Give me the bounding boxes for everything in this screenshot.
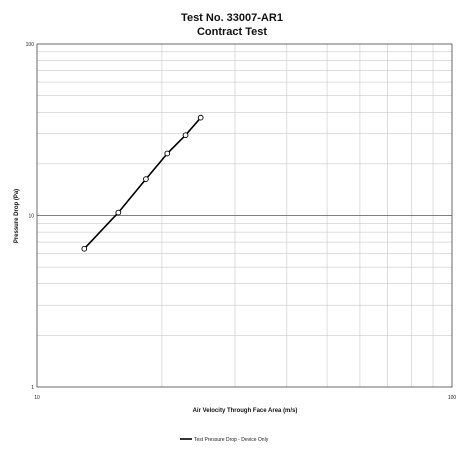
data-point <box>115 209 122 216</box>
x-axis-label: Air Velocity Through Face Area (m/s) <box>193 408 298 414</box>
y-tick-labels: 1 10 100 <box>26 42 35 391</box>
data-series <box>81 114 204 252</box>
data-point <box>182 132 189 139</box>
data-point <box>143 176 149 182</box>
data-point <box>164 150 171 157</box>
series-points <box>81 114 204 252</box>
x-tick-label: 100 <box>448 395 457 401</box>
y-axis-label: Pressure Drop (Pa) <box>14 189 20 243</box>
y-tick-label: 10 <box>28 214 34 220</box>
horizontal-gridlines <box>37 51 452 336</box>
chart-title: Test No. 33007-AR1 <box>181 12 283 24</box>
data-point <box>81 245 88 252</box>
legend-entry-label: Test Pressure Drop - Device Only <box>194 437 269 443</box>
x-tick-label: 10 <box>34 395 40 401</box>
y-tick-label: 1 <box>31 385 34 391</box>
y-tick-label: 100 <box>26 42 35 48</box>
plot-area <box>36 43 453 388</box>
x-tick-labels: 10 100 <box>34 395 456 401</box>
data-point <box>197 114 204 121</box>
plot-frame <box>36 43 453 388</box>
legend: Test Pressure Drop - Device Only <box>180 437 269 443</box>
series-line <box>83 117 202 250</box>
chart-subtitle: Contract Test <box>197 26 267 38</box>
